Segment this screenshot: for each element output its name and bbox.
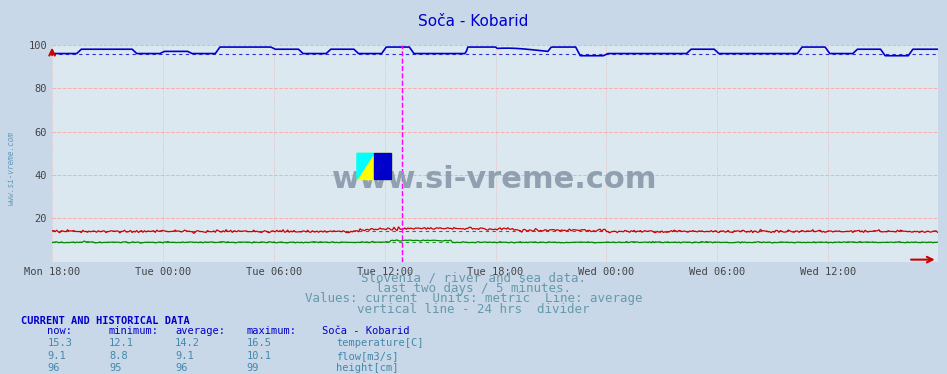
Text: 10.1: 10.1 xyxy=(246,351,271,361)
Text: 12.1: 12.1 xyxy=(109,338,134,348)
Text: Values: current  Units: metric  Line: average: Values: current Units: metric Line: aver… xyxy=(305,292,642,305)
Text: Soča - Kobarid: Soča - Kobarid xyxy=(322,326,409,336)
Text: last two days / 5 minutes.: last two days / 5 minutes. xyxy=(376,282,571,295)
Text: minimum:: minimum: xyxy=(109,326,159,336)
Text: average:: average: xyxy=(175,326,225,336)
Text: Slovenia / river and sea data.: Slovenia / river and sea data. xyxy=(361,271,586,284)
Text: 96: 96 xyxy=(175,363,188,373)
Text: CURRENT AND HISTORICAL DATA: CURRENT AND HISTORICAL DATA xyxy=(21,316,189,325)
Text: maximum:: maximum: xyxy=(246,326,296,336)
Text: 9.1: 9.1 xyxy=(47,351,66,361)
Text: 96: 96 xyxy=(47,363,60,373)
Text: height[cm]: height[cm] xyxy=(336,363,399,373)
Text: Soča - Kobarid: Soča - Kobarid xyxy=(419,14,528,29)
Text: www.si-vreme.com: www.si-vreme.com xyxy=(332,165,657,194)
Text: 95: 95 xyxy=(109,363,121,373)
Text: 9.1: 9.1 xyxy=(175,351,194,361)
FancyBboxPatch shape xyxy=(357,153,391,180)
Text: flow[m3/s]: flow[m3/s] xyxy=(336,351,399,361)
Text: 99: 99 xyxy=(246,363,259,373)
Text: now:: now: xyxy=(47,326,72,336)
Text: vertical line - 24 hrs  divider: vertical line - 24 hrs divider xyxy=(357,303,590,316)
FancyBboxPatch shape xyxy=(374,153,391,180)
Text: 14.2: 14.2 xyxy=(175,338,200,348)
Text: 8.8: 8.8 xyxy=(109,351,128,361)
Polygon shape xyxy=(357,153,374,180)
Text: temperature[C]: temperature[C] xyxy=(336,338,423,348)
Text: 15.3: 15.3 xyxy=(47,338,72,348)
Text: www.si-vreme.com: www.si-vreme.com xyxy=(7,131,16,205)
Text: 16.5: 16.5 xyxy=(246,338,271,348)
